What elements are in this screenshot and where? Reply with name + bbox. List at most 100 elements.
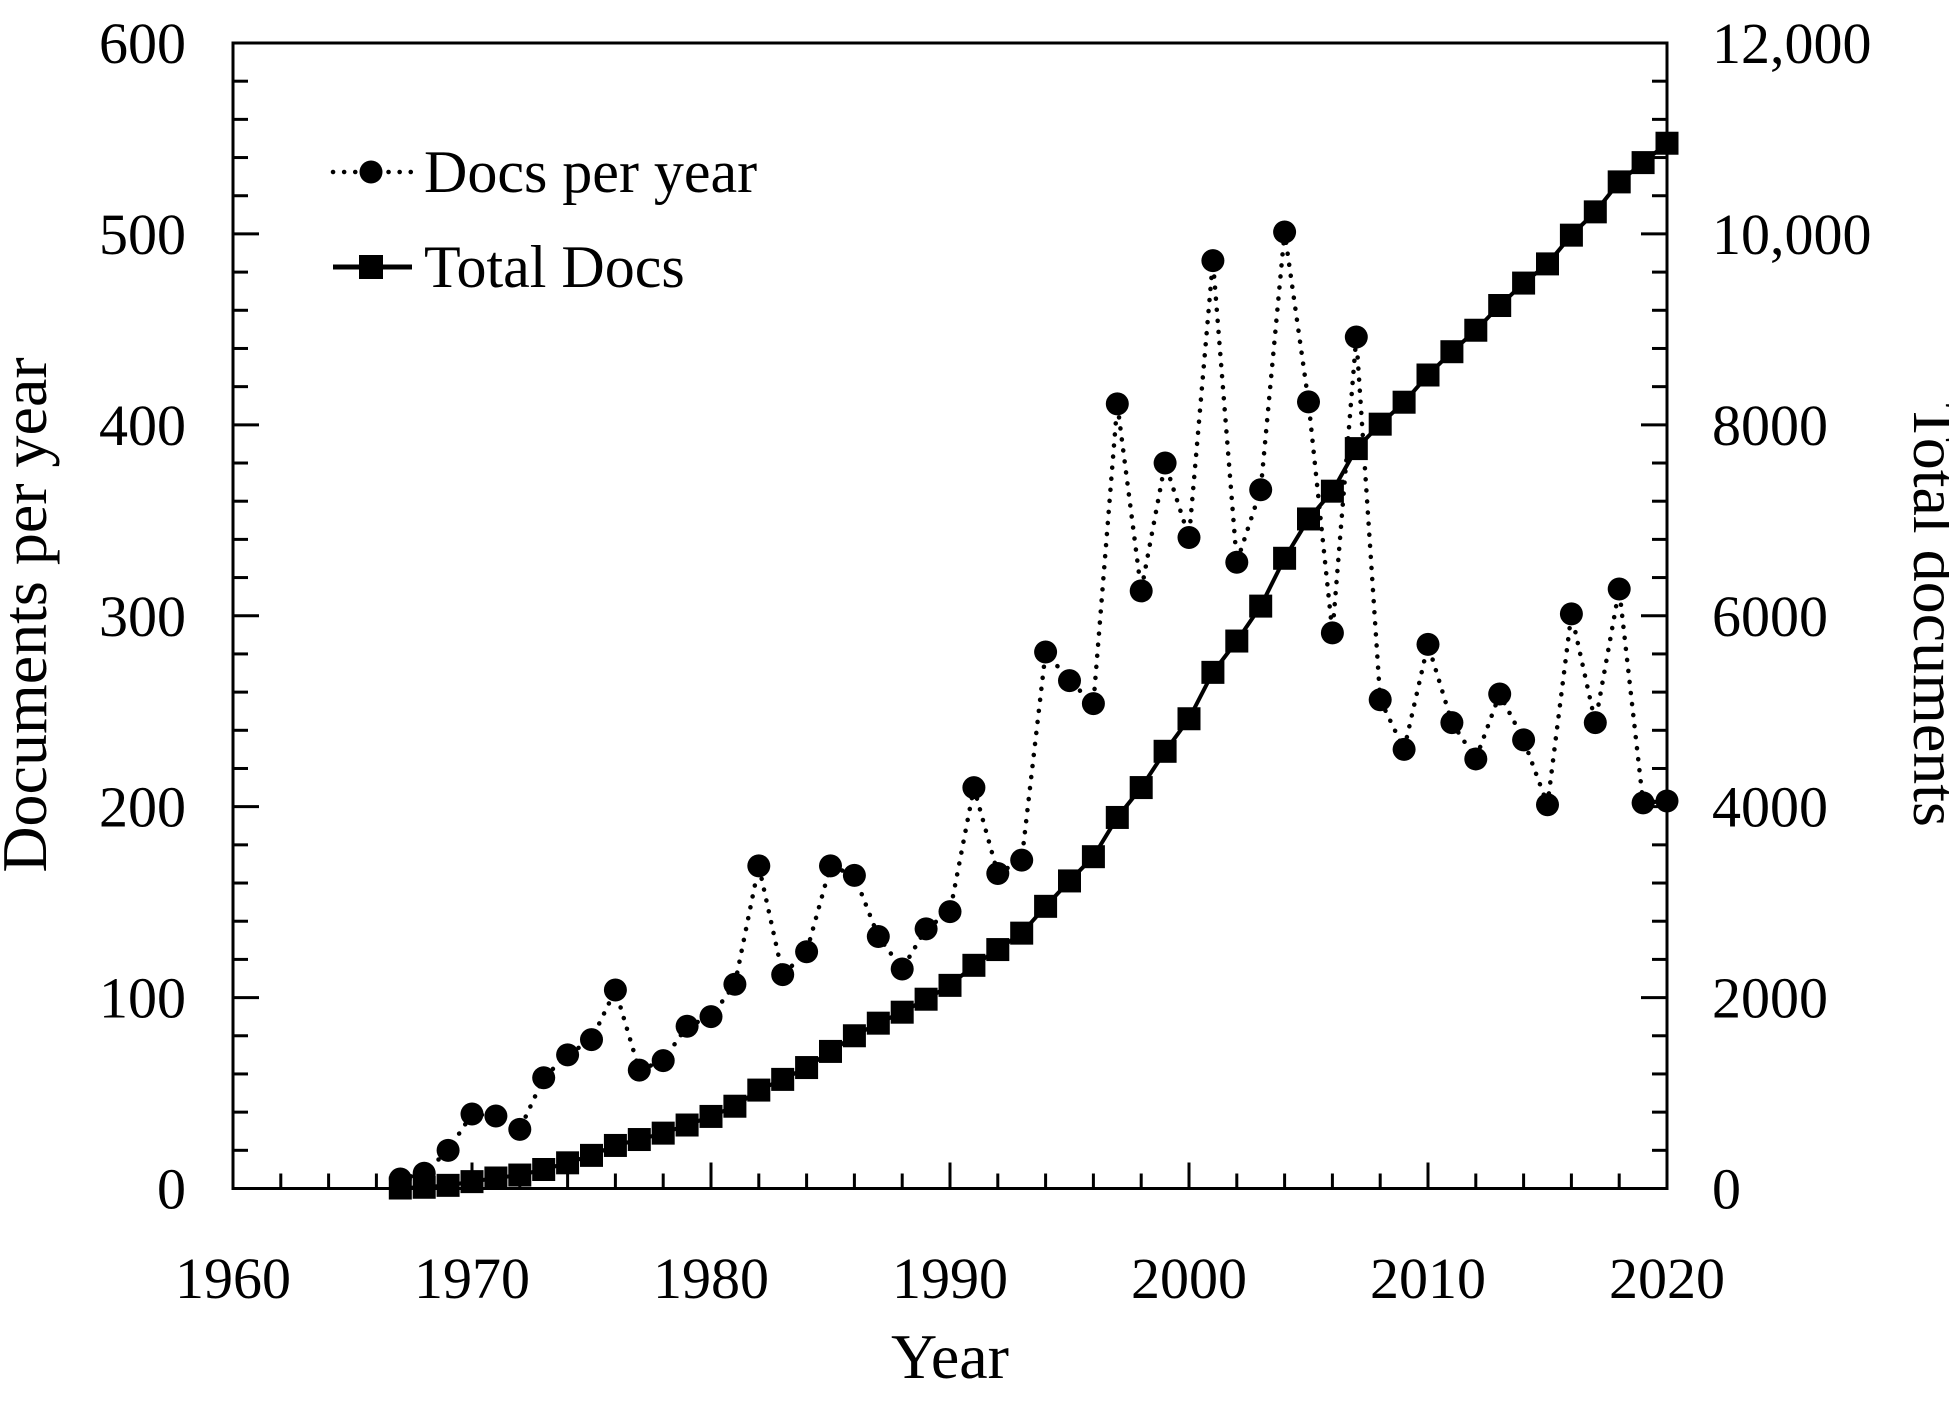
docs-per-year-point [795, 940, 819, 964]
y-right-tick-label: 8000 [1712, 393, 1828, 458]
legend-item-total-docs: Total Docs [333, 234, 685, 300]
docs-per-year-point [1273, 220, 1297, 244]
docs-per-year-point [1559, 602, 1583, 626]
docs-per-year-point [1225, 550, 1249, 574]
docs-per-year-point [819, 854, 842, 878]
total-docs-point [1344, 437, 1368, 461]
total-docs-point [1297, 507, 1320, 531]
total-docs-point [1129, 776, 1153, 800]
docs-per-year-point [1440, 711, 1464, 735]
total-docs-point [1201, 660, 1225, 684]
docs-per-year-point [1583, 711, 1607, 735]
total-docs-point [1464, 318, 1488, 342]
total-docs-point [914, 987, 938, 1011]
total-docs-point [1105, 805, 1129, 829]
legend-item-docs-per-year: Docs per year [330, 139, 757, 205]
docs-per-year-point [1607, 577, 1631, 601]
total-docs-point [556, 1151, 580, 1175]
x-axis-tick-label: 1970 [414, 1246, 530, 1311]
docs-per-year-point [1655, 789, 1679, 813]
total-docs-marker-icon [359, 255, 383, 279]
docs-per-year-point [866, 924, 890, 948]
docs-per-year-point [723, 972, 747, 996]
docs-per-year-point [484, 1104, 508, 1128]
docs-per-year-point [675, 1014, 699, 1038]
docs-per-year-point [651, 1049, 675, 1073]
docs-per-year-point [890, 957, 914, 981]
total-docs-point [699, 1104, 723, 1128]
docs-per-year-point [771, 963, 795, 987]
total-docs-point [866, 1011, 890, 1035]
total-docs-point [1392, 390, 1416, 414]
docs-per-year-point [699, 1005, 723, 1029]
y-left-tick-label: 300 [99, 584, 186, 649]
y-right-tick-label: 10,000 [1712, 202, 1872, 267]
docs-per-year-point [1058, 669, 1081, 693]
x-axis-tick-label: 2020 [1609, 1246, 1725, 1311]
y-left-axis-title: Documents per year [0, 357, 60, 872]
docs-per-year-point [1464, 747, 1488, 771]
total-docs-point [675, 1113, 699, 1137]
docs-per-year-point [460, 1102, 484, 1126]
total-docs-point [795, 1056, 819, 1080]
total-docs-point [986, 938, 1010, 962]
docs-per-year-point [627, 1058, 651, 1082]
total-docs-point [1153, 739, 1177, 763]
total-docs-point [508, 1163, 532, 1187]
total-docs-point [842, 1024, 866, 1048]
total-docs-point [1320, 479, 1344, 503]
x-axis-tick-label: 1990 [892, 1246, 1008, 1311]
total-docs-point [1225, 629, 1249, 653]
total-docs-point [1416, 363, 1440, 387]
total-docs-point [1655, 131, 1679, 155]
docs-per-year-point [1368, 688, 1392, 712]
total-docs-point [1607, 170, 1631, 194]
legend: Docs per year Total Docs [330, 139, 757, 300]
y-right-tick-label: 4000 [1712, 775, 1828, 840]
total-docs-point [1034, 894, 1058, 918]
x-axis-tick-label: 2010 [1370, 1246, 1486, 1311]
docs-per-year-point [1105, 392, 1129, 416]
total-docs-point [1010, 921, 1034, 945]
y-left-tick-label: 0 [157, 1157, 186, 1222]
plot-frame [231, 41, 1669, 1190]
y-right-tick-label: 12,000 [1712, 11, 1872, 76]
total-docs-point [1058, 869, 1081, 893]
docs-per-year-point [508, 1117, 532, 1141]
docs-per-year-point [986, 861, 1010, 885]
y-right-tick-label: 6000 [1712, 584, 1828, 649]
y-right-axis-title: Total documents [1900, 403, 1949, 827]
docs-per-year-point [1129, 579, 1153, 603]
total-docs-point [1488, 294, 1512, 318]
total-docs-point [1512, 271, 1536, 295]
total-docs-point [723, 1094, 747, 1118]
total-docs-point [747, 1078, 771, 1102]
y-left-tick-label: 100 [99, 966, 186, 1031]
total-docs-point [1249, 594, 1273, 618]
x-axis-title: Year [891, 1321, 1009, 1392]
legend-label-docs-per-year: Docs per year [424, 139, 757, 205]
total-docs-point [1631, 151, 1655, 175]
y-left-tick-label: 400 [99, 393, 186, 458]
docs-per-year-point [1392, 737, 1416, 761]
total-docs-point [1368, 412, 1392, 436]
docs-per-year-point [1631, 791, 1655, 815]
docs-per-year-point [580, 1028, 603, 1052]
total-docs-point [819, 1039, 842, 1063]
docs-per-year-point [1320, 621, 1344, 645]
docs-per-year-point [842, 863, 866, 887]
docs-per-year-point [1034, 640, 1058, 664]
total-docs-point [938, 973, 962, 997]
total-docs-point [580, 1143, 603, 1167]
docs-per-year-point [1201, 249, 1225, 273]
total-docs-point [460, 1170, 484, 1194]
docs-per-year-series-line [398, 231, 1670, 1182]
y-left-tick-label: 500 [99, 202, 186, 267]
docs-per-year-point [603, 978, 627, 1002]
total-docs-point [1273, 546, 1297, 570]
total-docs-point [1177, 707, 1201, 731]
docs-per-year-point [1249, 478, 1273, 502]
x-axis-tick-label: 1960 [175, 1246, 291, 1311]
docs-per-year-point [938, 900, 962, 924]
